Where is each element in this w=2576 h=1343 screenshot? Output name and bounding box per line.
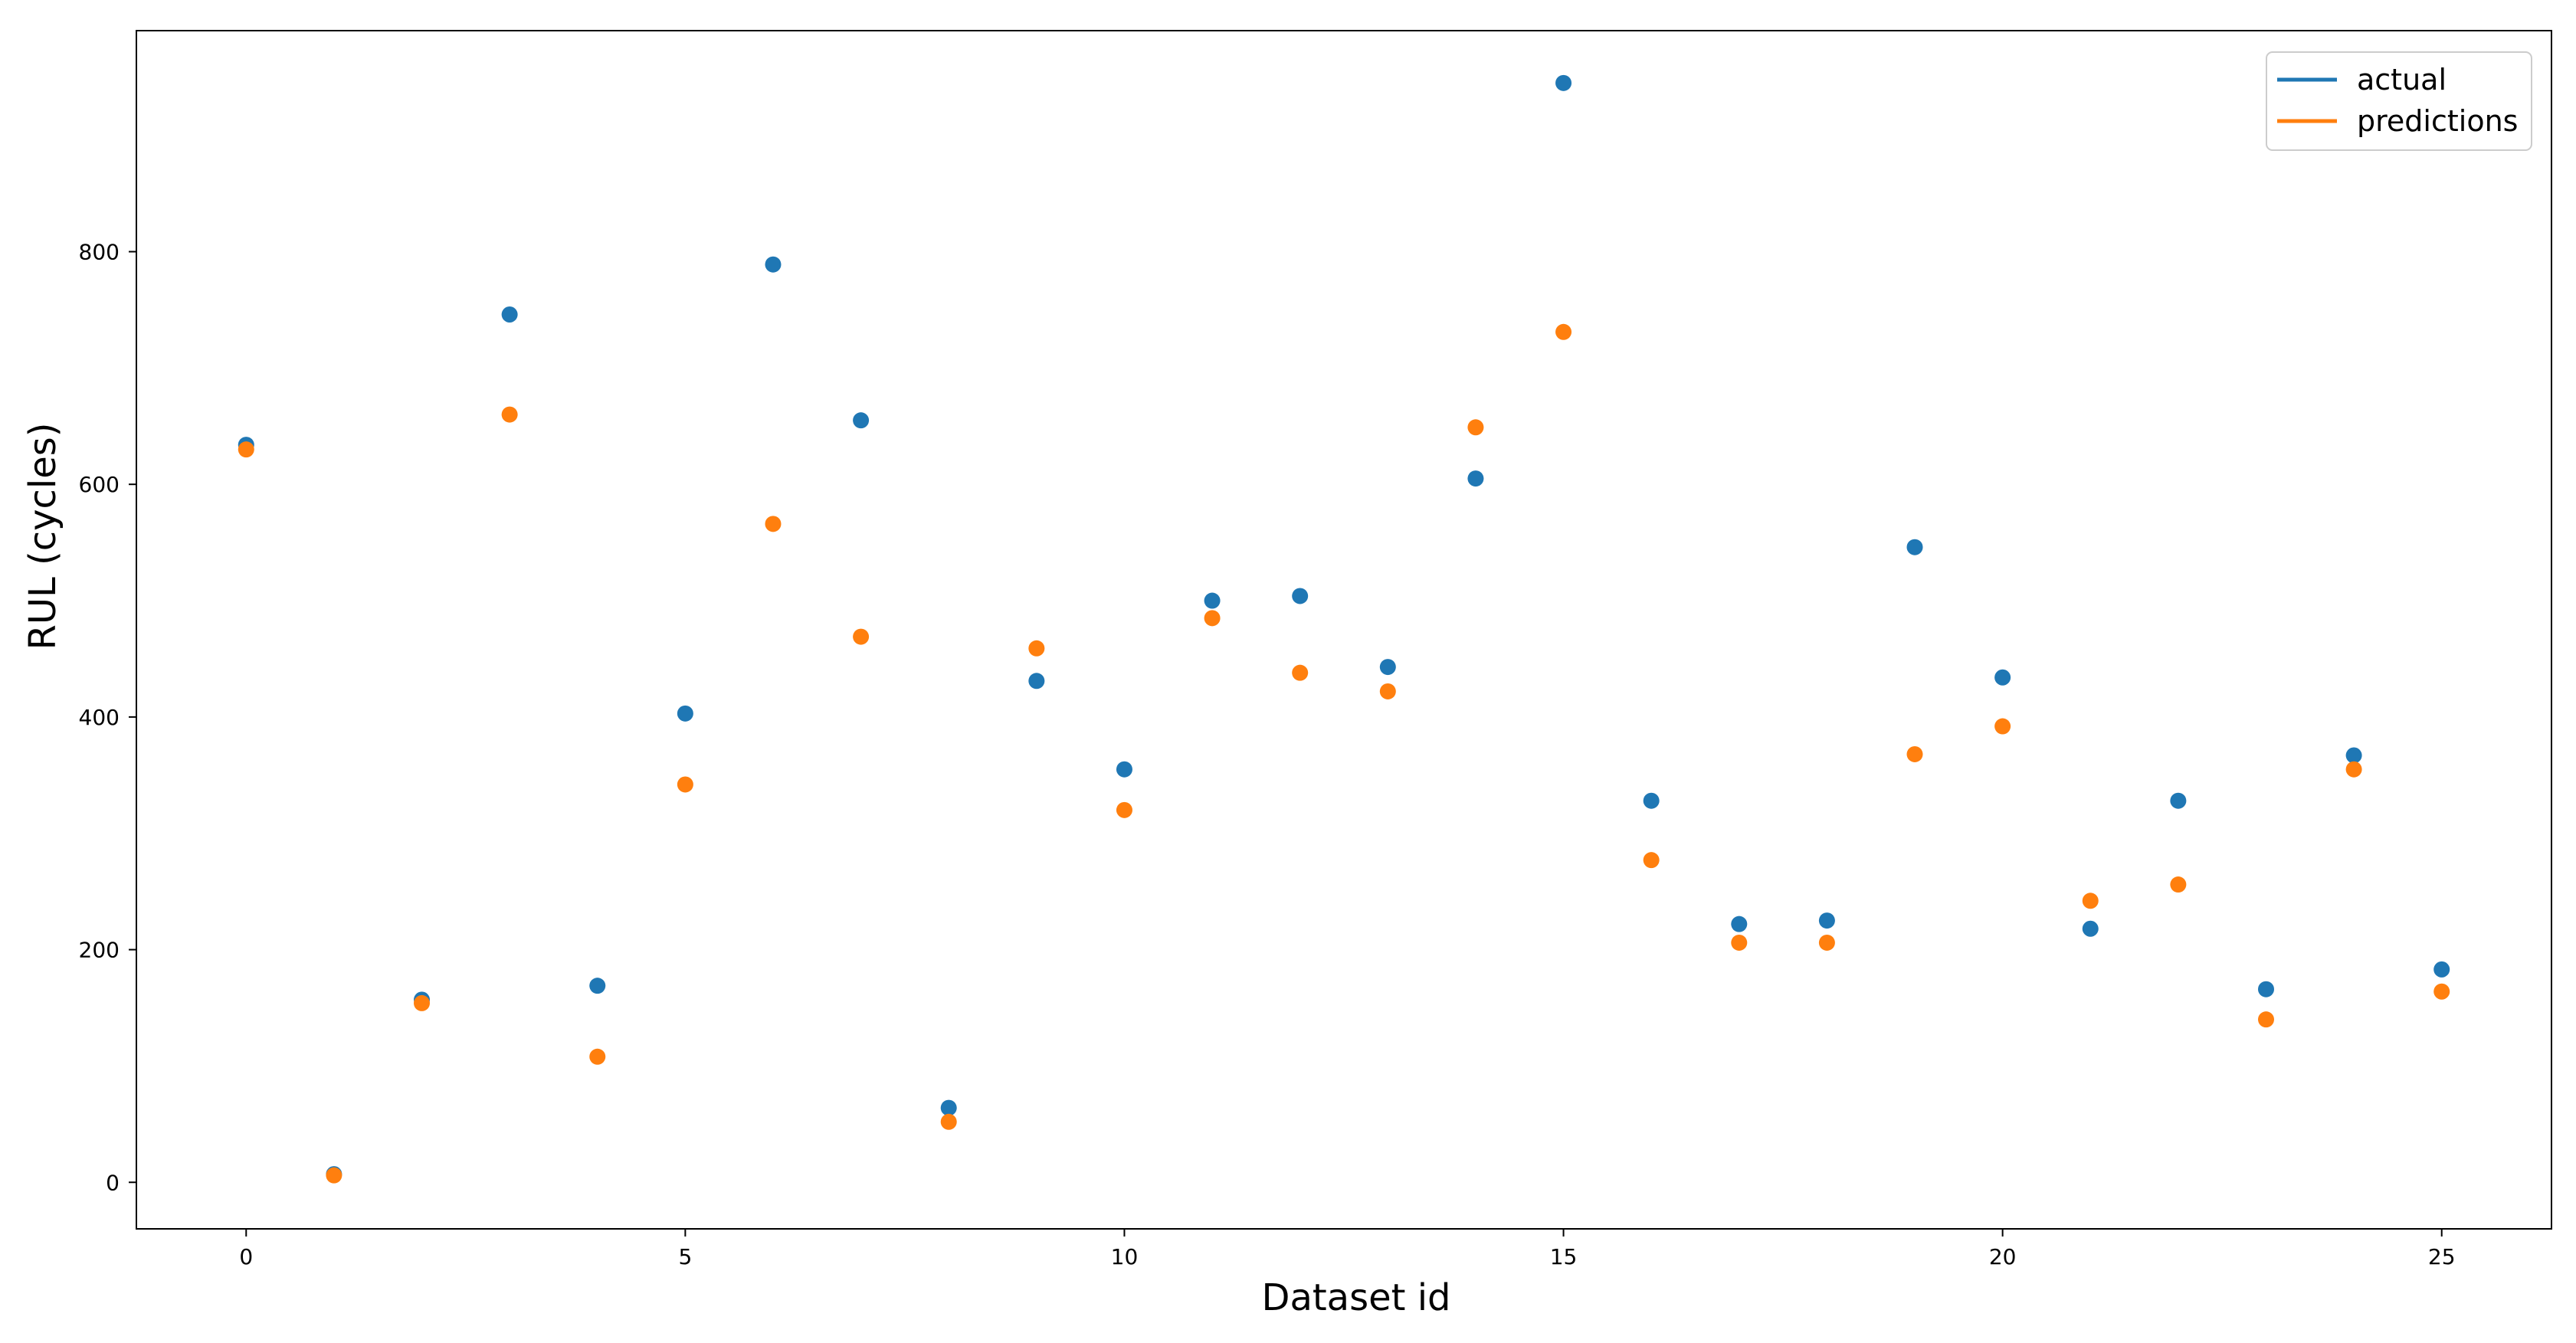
x-tick-label: 10: [1111, 1244, 1139, 1269]
x-tick-label: 25: [2428, 1244, 2456, 1269]
plot-frame: [136, 30, 2552, 1230]
actual-point: [2082, 920, 2099, 937]
predictions-point: [677, 776, 693, 793]
actual-point: [2257, 981, 2274, 997]
y-tick-label: 400: [79, 705, 120, 730]
predictions-point: [1906, 745, 1923, 762]
actual-point: [765, 256, 782, 273]
predictions-point: [2345, 761, 2362, 778]
series-predictions: [238, 323, 2450, 1184]
predictions-point: [2082, 893, 2099, 909]
actual-point: [1994, 669, 2011, 686]
y-tick-label: 0: [106, 1170, 120, 1195]
actual-point: [1028, 673, 1045, 690]
predictions-point: [1028, 640, 1045, 657]
predictions-point: [940, 1113, 957, 1130]
predictions-point: [1643, 852, 1660, 869]
predictions-point: [2170, 876, 2187, 893]
legend-label: predictions: [2357, 104, 2518, 138]
predictions-point: [853, 628, 870, 645]
actual-point: [940, 1099, 957, 1116]
y-tick-label: 600: [79, 472, 120, 497]
actual-point: [2345, 747, 2362, 764]
actual-point: [853, 412, 870, 429]
axis-ticks: 0 5 10 15 20 25 0 200 400 600 800: [79, 240, 2456, 1269]
x-tick-label: 15: [1550, 1244, 1578, 1269]
data-points: [238, 74, 2450, 1184]
predictions-point: [1116, 801, 1132, 818]
actual-point: [501, 306, 518, 323]
actual-point: [1818, 912, 1835, 929]
predictions-point: [1467, 419, 1484, 436]
y-tick-label: 800: [79, 240, 120, 265]
actual-point: [1906, 539, 1923, 555]
predictions-point: [2257, 1011, 2274, 1028]
actual-point: [1204, 592, 1221, 609]
predictions-point: [1204, 610, 1221, 627]
predictions-point: [765, 516, 782, 532]
predictions-point: [589, 1048, 606, 1065]
predictions-point: [1818, 934, 1835, 951]
actual-point: [1731, 916, 1748, 932]
actual-point: [1643, 792, 1660, 809]
predictions-point: [414, 994, 431, 1011]
x-tick-label: 5: [678, 1244, 692, 1269]
actual-point: [1379, 659, 1396, 676]
actual-point: [677, 705, 693, 722]
y-tick-label: 200: [79, 938, 120, 963]
legend-box: [2266, 51, 2532, 151]
predictions-point: [1994, 718, 2011, 735]
predictions-point: [326, 1167, 342, 1184]
legend: actual predictions: [2266, 51, 2532, 151]
actual-point: [2170, 792, 2187, 809]
actual-point: [1292, 588, 1309, 604]
plot-area: [136, 30, 2552, 1230]
y-axis-title: RUL (cycles): [21, 423, 64, 650]
predictions-point: [2433, 983, 2450, 1000]
legend-label: actual: [2357, 63, 2447, 97]
actual-point: [2433, 961, 2450, 978]
x-axis-title: Dataset id: [1261, 1276, 1450, 1319]
actual-point: [1116, 761, 1132, 778]
series-actual: [238, 74, 2450, 1183]
predictions-point: [238, 441, 254, 458]
predictions-point: [501, 406, 518, 423]
predictions-point: [1292, 664, 1309, 681]
predictions-point: [1731, 934, 1748, 951]
actual-point: [589, 978, 606, 994]
x-tick-label: 0: [239, 1244, 253, 1269]
x-tick-label: 20: [1989, 1244, 2017, 1269]
predictions-point: [1379, 683, 1396, 699]
actual-point: [1467, 470, 1484, 487]
actual-point: [1555, 74, 1572, 91]
predictions-point: [1555, 323, 1572, 340]
